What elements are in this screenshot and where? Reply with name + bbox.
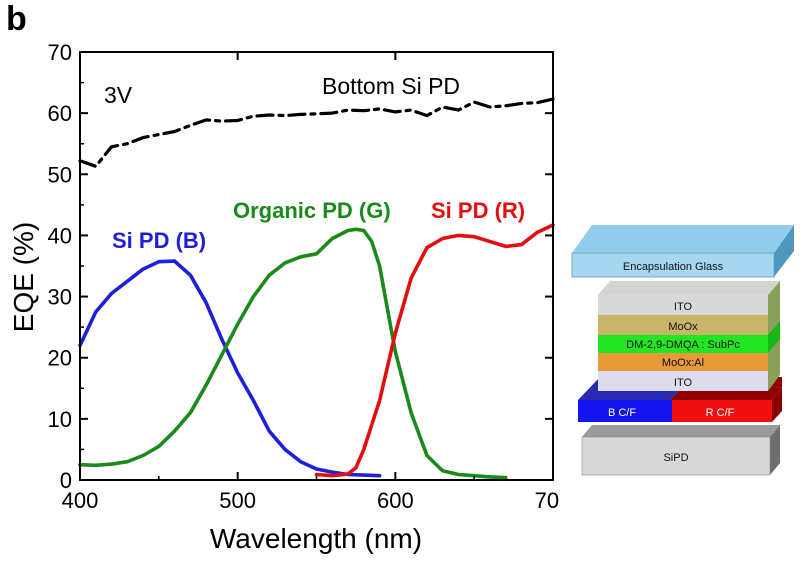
series-line-2 <box>78 227 508 480</box>
series-label-2: Organic PD (G) <box>233 198 391 223</box>
y-tick-label: 60 <box>48 101 72 126</box>
eqe-chart: Bottom Si PD Si PD (B) Organic PD (G) Si PD… <box>8 40 560 554</box>
layer-label-moox: MoOx <box>668 321 698 333</box>
x-tick-label: 700 <box>535 488 560 513</box>
series-label-1: Si PD (B) <box>112 228 206 253</box>
y-tick-label: 40 <box>48 223 72 248</box>
x-tick-label: 600 <box>377 488 414 513</box>
series-line-1 <box>78 259 382 478</box>
layer-label-red-filter: R C/F <box>706 407 735 419</box>
layer-sipd: SiPD <box>581 425 780 476</box>
x-axis-title: Wavelength (nm) <box>210 523 422 554</box>
layer-label-glass: Encapsulation Glass <box>623 261 724 273</box>
layer-label-active: DM-2,9-DMQA : SubPc <box>626 339 740 351</box>
device-stack-diagram: SiPD B C/F R C/F ITO MoOx DM-2,9-DMQA : … <box>571 225 794 476</box>
series-line-3 <box>314 223 555 478</box>
layer-label-sipd: SiPD <box>663 452 688 464</box>
panel-letter: b <box>6 0 27 38</box>
y-tick-label: 30 <box>48 285 72 310</box>
layer-encapsulation-glass: Encapsulation Glass <box>571 225 794 278</box>
y-tick-label: 70 <box>48 40 72 65</box>
layer-label-top-ito: ITO <box>674 301 693 313</box>
y-tick-label: 10 <box>48 407 72 432</box>
layer-label-mooxal: MoOx:Al <box>662 357 704 369</box>
y-tick-label: 50 <box>48 162 72 187</box>
series-label-0: Bottom Si PD <box>322 73 460 99</box>
x-tick-label: 500 <box>219 488 256 513</box>
y-tick-label: 0 <box>60 468 72 493</box>
layer-organic-stack: ITO MoOx DM-2,9-DMQA : SubPc MoOx:Al ITO <box>598 281 780 391</box>
series-line-0 <box>78 97 555 168</box>
y-tick-label: 20 <box>48 346 72 371</box>
y-axis-title: EQE (%) <box>8 222 39 332</box>
plot-area: Bottom Si PD Si PD (B) Organic PD (G) Si PD… <box>78 73 555 480</box>
bias-annotation: 3V <box>104 82 133 108</box>
layer-label-blue-filter: B C/F <box>608 407 636 419</box>
layer-label-bottom-ito: ITO <box>674 377 693 389</box>
x-tick-label: 400 <box>62 488 99 513</box>
series-label-3: Si PD (R) <box>431 198 525 223</box>
axes: 400 500 600 700 0 10 20 30 40 50 60 70 <box>48 40 560 513</box>
